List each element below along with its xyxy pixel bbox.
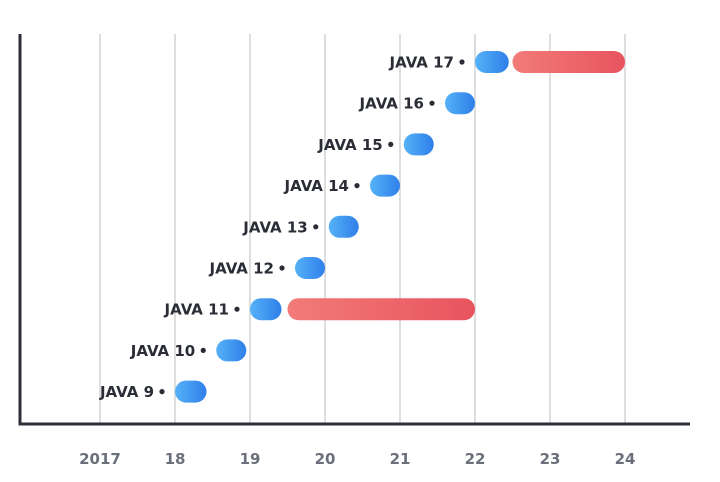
x-tick-label: 19 — [240, 450, 261, 468]
release-bar-java-9 — [175, 380, 207, 403]
axes — [18, 34, 690, 426]
row-marker-dot — [388, 141, 394, 147]
row-label: JAVA 17 — [389, 54, 454, 72]
row-label: JAVA 9 — [99, 383, 154, 401]
release-bar-java-17 — [475, 51, 509, 73]
row-marker-dot — [354, 183, 360, 189]
row-marker-dot — [159, 389, 165, 395]
release-bar-java-16 — [445, 92, 475, 115]
release-bar-java-15 — [403, 133, 434, 156]
row-label: JAVA 13 — [242, 218, 307, 236]
row-marker-dot — [313, 224, 319, 230]
x-tick-label: 21 — [390, 450, 411, 468]
x-tick-label: 22 — [465, 450, 486, 468]
x-tick-label: 20 — [315, 450, 336, 468]
row-label: JAVA 14 — [284, 177, 349, 195]
x-tick-label: 24 — [615, 450, 636, 468]
row-marker-dot — [200, 347, 206, 353]
row-label: JAVA 11 — [164, 301, 229, 319]
release-bar-java-14 — [370, 174, 400, 197]
x-tick-label: 23 — [540, 450, 561, 468]
x-tick-label: 2017 — [79, 450, 121, 468]
release-bar-java-11 — [250, 298, 282, 321]
release-bar-java-12 — [295, 257, 325, 279]
gridlines — [99, 34, 626, 424]
lts-support-bar-java-17 — [512, 51, 625, 73]
row-marker-dot — [234, 306, 240, 312]
row-label: JAVA 16 — [359, 95, 424, 113]
row-label: JAVA 15 — [317, 136, 382, 154]
x-tick-label: 18 — [165, 450, 186, 468]
row-label: JAVA 12 — [209, 260, 274, 278]
row-marker-dot — [459, 59, 465, 65]
labels: 2017 18 19 20 21 22 23 24 JAVA 17 JAVA 16 JAVA 15 J… — [79, 54, 635, 469]
row-label: JAVA 10 — [130, 342, 195, 360]
bars — [175, 51, 625, 403]
release-bar-java-10 — [216, 339, 247, 362]
release-bar-java-13 — [328, 215, 359, 238]
row-marker-dot — [429, 100, 435, 106]
lts-support-bar-java-11 — [287, 298, 475, 321]
row-marker-dot — [279, 265, 285, 271]
